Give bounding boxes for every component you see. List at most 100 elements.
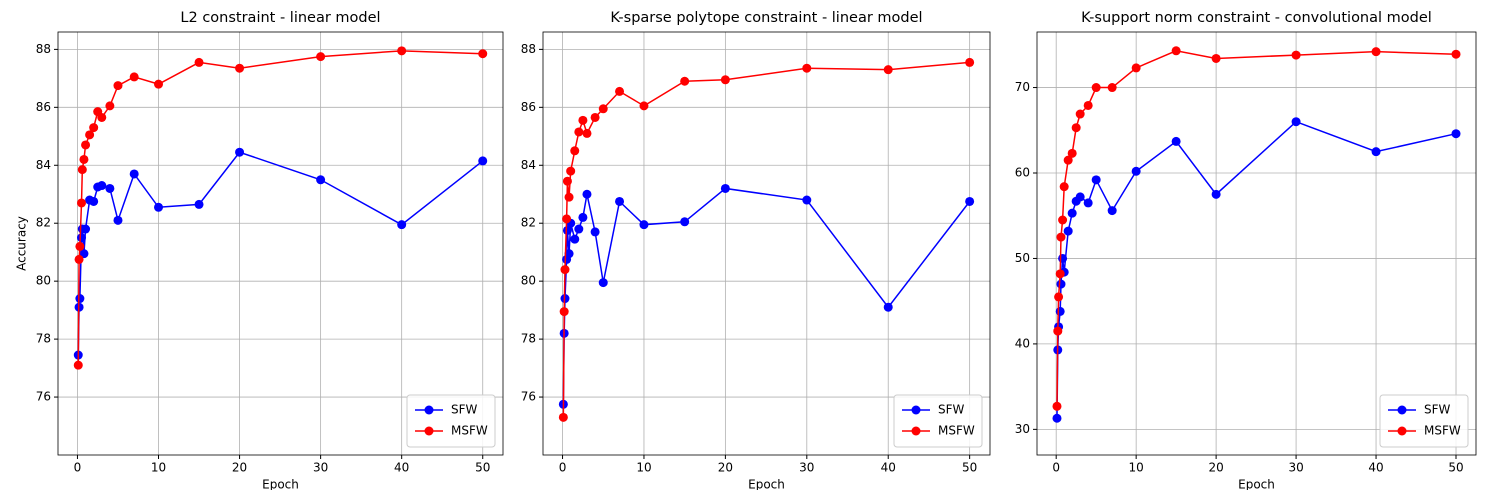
x-tick-label: 30 — [313, 461, 328, 475]
data-point — [1131, 166, 1141, 176]
data-point — [1211, 53, 1221, 63]
data-point — [397, 46, 407, 56]
data-point — [81, 224, 91, 234]
data-point — [562, 176, 572, 186]
data-point — [566, 166, 576, 176]
data-point — [564, 192, 574, 202]
data-point — [105, 183, 115, 193]
data-point — [1091, 83, 1101, 93]
y-tick-label: 50 — [1015, 251, 1030, 265]
data-point — [883, 302, 893, 312]
data-point — [1055, 269, 1065, 279]
y-tick-label: 40 — [1015, 336, 1030, 350]
data-point — [478, 49, 488, 59]
data-point — [1083, 198, 1093, 208]
legend-marker — [424, 426, 434, 436]
legend-marker — [911, 405, 921, 415]
legend-label: MSFW — [451, 424, 488, 438]
x-tick-label: 40 — [1368, 461, 1383, 475]
data-point — [129, 72, 139, 82]
data-point — [1067, 208, 1077, 218]
data-point — [562, 225, 572, 235]
data-point — [1056, 279, 1066, 289]
x-tick-label: 30 — [1288, 461, 1303, 475]
data-point — [77, 198, 87, 208]
plot-area — [543, 32, 990, 455]
data-point — [558, 412, 568, 422]
data-point — [316, 52, 326, 62]
data-point — [89, 123, 99, 133]
x-tick-label: 40 — [394, 461, 409, 475]
y-tick-label: 82 — [36, 216, 51, 230]
data-point — [1056, 232, 1066, 242]
plot-frame — [57, 31, 504, 456]
data-point — [1083, 100, 1093, 110]
y-tick-label: 86 — [36, 100, 51, 114]
data-point — [97, 181, 107, 191]
legend-label: MSFW — [1424, 424, 1461, 438]
data-point — [578, 115, 588, 125]
x-tick-label: 20 — [718, 461, 733, 475]
data-point — [1052, 401, 1062, 411]
data-point — [105, 101, 115, 111]
x-tick-label: 40 — [881, 461, 896, 475]
data-point — [578, 212, 588, 222]
data-point — [1291, 117, 1301, 127]
y-tick-label: 80 — [36, 274, 51, 288]
panel: 0 10 20 30 40 50 76 78 80 82 84 86 88 L2 constraint -… — [15, 10, 504, 492]
data-point — [79, 154, 89, 164]
data-point — [97, 112, 107, 122]
legend-marker — [1397, 405, 1407, 415]
data-point — [235, 147, 245, 157]
series-line — [562, 61, 970, 418]
data-point — [639, 220, 649, 230]
data-point — [1107, 206, 1117, 216]
data-point — [598, 278, 608, 288]
data-point — [1053, 326, 1063, 336]
data-point — [1055, 306, 1065, 316]
y-tick-label: 76 — [521, 390, 536, 404]
data-point — [235, 63, 245, 73]
legend-label: MSFW — [938, 424, 975, 438]
y-tick-label: 76 — [36, 390, 51, 404]
data-point — [562, 214, 572, 224]
data-point — [77, 233, 87, 243]
y-tick-label: 78 — [521, 332, 536, 346]
data-point — [1171, 136, 1181, 146]
data-point — [194, 57, 204, 67]
data-point — [590, 227, 600, 237]
data-point — [1067, 148, 1077, 158]
data-point — [680, 76, 690, 86]
data-point — [1071, 123, 1081, 133]
y-tick-label: 88 — [36, 42, 51, 56]
x-axis-label: Epoch — [748, 478, 785, 491]
data-point — [316, 175, 326, 185]
data-point — [582, 189, 592, 199]
data-point — [129, 169, 139, 179]
data-point — [559, 307, 569, 317]
data-point — [720, 183, 730, 193]
data-point — [615, 86, 625, 96]
data-point — [598, 104, 608, 114]
data-point — [1371, 47, 1381, 57]
y-axis-label: Accuracy — [15, 216, 29, 271]
x-tick-label: 20 — [1208, 461, 1223, 475]
data-point — [1058, 215, 1068, 225]
data-point — [1131, 63, 1141, 73]
data-point — [74, 254, 84, 264]
data-point — [570, 234, 580, 244]
data-point — [1107, 83, 1117, 93]
chart-title: K-support norm constraint - convolutiona… — [1081, 10, 1432, 26]
y-tick-label: 86 — [521, 100, 536, 114]
x-axis-label: Epoch — [1238, 478, 1275, 491]
x-tick-label: 0 — [1052, 461, 1060, 475]
x-tick-label: 30 — [799, 461, 814, 475]
y-tick-label: 88 — [521, 42, 536, 56]
data-point — [154, 79, 164, 89]
x-tick-label: 50 — [1448, 461, 1463, 475]
data-point — [574, 224, 584, 234]
data-point — [574, 127, 584, 137]
data-point — [81, 140, 91, 150]
data-point — [1054, 292, 1064, 302]
